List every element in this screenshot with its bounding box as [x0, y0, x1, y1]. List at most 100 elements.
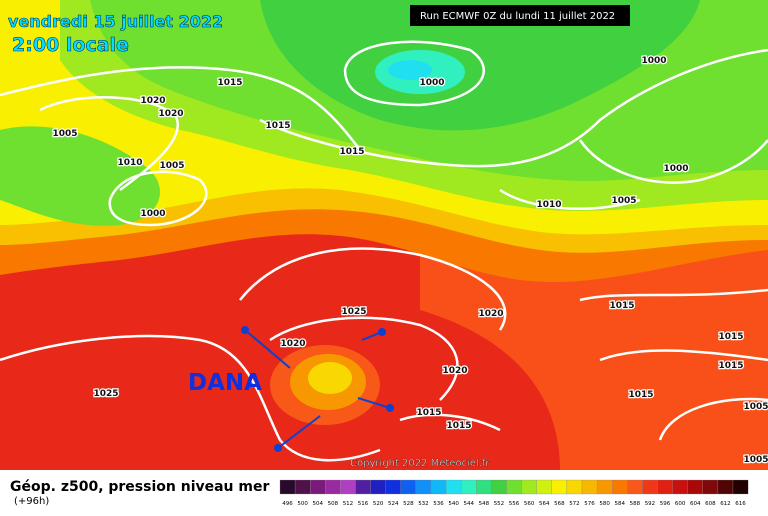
field	[0, 126, 160, 226]
isobar-label: 1015	[609, 301, 634, 311]
scale-swatch	[702, 479, 719, 495]
date: vendredi 15 juillet 2022	[8, 12, 223, 31]
isobar-label: 1015	[718, 332, 743, 342]
isobar-label: 1020	[140, 96, 165, 106]
isobar-label: 1025	[93, 389, 118, 399]
scale-label: 544	[464, 501, 475, 507]
isobar	[39, 96, 179, 192]
scale-label: 616	[735, 501, 746, 507]
scale-label: 580	[599, 501, 610, 507]
scale-label: 528	[403, 501, 414, 507]
isobar-label: 1015	[628, 390, 653, 400]
scale-label: 600	[675, 501, 686, 507]
scale-swatch	[521, 479, 537, 495]
isobar-label: 1020	[280, 339, 305, 349]
scale-swatch	[355, 479, 371, 495]
legend-title: Géop. z500, pression niveau mer	[10, 479, 269, 495]
isobar	[343, 40, 485, 107]
isobar-label: 1015	[265, 121, 290, 131]
scale-label: 496	[282, 501, 293, 507]
scale-label: 548	[479, 501, 490, 507]
scale-label: 536	[433, 501, 444, 507]
scale-swatch	[491, 479, 507, 495]
isobar	[0, 334, 381, 462]
scale-label: 560	[524, 501, 535, 507]
isobar-label: 1000	[641, 56, 666, 66]
scale-label: 532	[418, 501, 429, 507]
scale-label: 584	[615, 501, 626, 507]
scale-swatch	[581, 479, 598, 495]
field	[420, 240, 768, 470]
scale-swatch	[657, 479, 673, 495]
isobar-label: 1000	[419, 78, 444, 88]
scale-swatch	[596, 479, 613, 495]
isobar-label: 1010	[536, 200, 561, 210]
isobar	[0, 66, 361, 151]
isobar	[579, 288, 768, 302]
isobar-label: 1020	[442, 366, 467, 376]
scale-swatch	[370, 479, 386, 495]
scale-swatch	[445, 479, 462, 495]
isobar-label: 1020	[478, 309, 503, 319]
scale-label: 520	[373, 501, 384, 507]
isobar-label: 1000	[663, 164, 688, 174]
scale-swatch	[536, 479, 552, 495]
isobar-labels: 1015 1020 1020 1005 1015 1015 1000 1000 1010 1005…	[51, 55, 768, 467]
isobar	[499, 188, 641, 210]
scale-swatch	[279, 479, 296, 495]
isobar-label: 1015	[416, 408, 441, 418]
scale-label: 564	[539, 501, 550, 507]
isobar-label: 1015	[339, 147, 364, 157]
scale-swatch	[294, 479, 311, 495]
scale-swatch	[415, 479, 432, 495]
isobar	[599, 349, 768, 362]
time: 2:00 locale	[12, 34, 129, 56]
isobar-label: 1005	[52, 129, 77, 139]
field	[388, 60, 432, 80]
isobar	[578, 139, 768, 184]
scale-label: 512	[343, 501, 354, 507]
scale-swatch	[612, 479, 628, 495]
run-info: Run ECMWF 0Z du lundi 11 juillet 2022	[420, 11, 615, 22]
arrows	[241, 326, 394, 452]
isobar	[239, 247, 507, 331]
scale-swatch	[717, 479, 734, 495]
isobar	[658, 397, 768, 441]
scale-swatch	[310, 479, 326, 495]
color-scale: 496 500 504 508 512 516 520 524 528 532 536 540 544 5…	[279, 479, 749, 507]
scale-swatch	[400, 479, 417, 495]
field	[308, 362, 352, 394]
isobar	[108, 170, 208, 227]
scale-swatch	[566, 479, 583, 495]
scale-label: 568	[554, 501, 565, 507]
isobar-label: 1005	[159, 161, 184, 171]
scale-label: 604	[690, 501, 701, 507]
copyright: Copyright 2022 Meteociel.fr	[350, 458, 491, 469]
isobar-label: 1000	[140, 209, 165, 219]
scale-label: 596	[660, 501, 671, 507]
scale-label: 572	[569, 501, 580, 507]
isobar	[399, 413, 501, 432]
isobar	[259, 48, 768, 168]
scale-label: 552	[494, 501, 505, 507]
isobar-label: 1005	[743, 402, 768, 412]
scale-label: 592	[645, 501, 656, 507]
isobar-label: 1015	[446, 421, 471, 431]
isobar	[269, 316, 459, 401]
scale-label: 504	[313, 501, 324, 507]
legend-lead: (+96h)	[14, 496, 49, 507]
isobar-label: 1025	[341, 307, 366, 317]
scale-swatch	[551, 479, 568, 495]
isobar-label: 1020	[158, 109, 183, 119]
annotation: DANA	[188, 370, 262, 396]
scale-label: 608	[705, 501, 716, 507]
isobar-label: 1010	[117, 158, 142, 168]
scale-swatch	[732, 479, 749, 495]
scale-swatch	[340, 479, 356, 495]
scale-label: 556	[509, 501, 520, 507]
scale-swatch	[325, 479, 341, 495]
scale-label: 508	[328, 501, 339, 507]
scale-label: 516	[358, 501, 369, 507]
